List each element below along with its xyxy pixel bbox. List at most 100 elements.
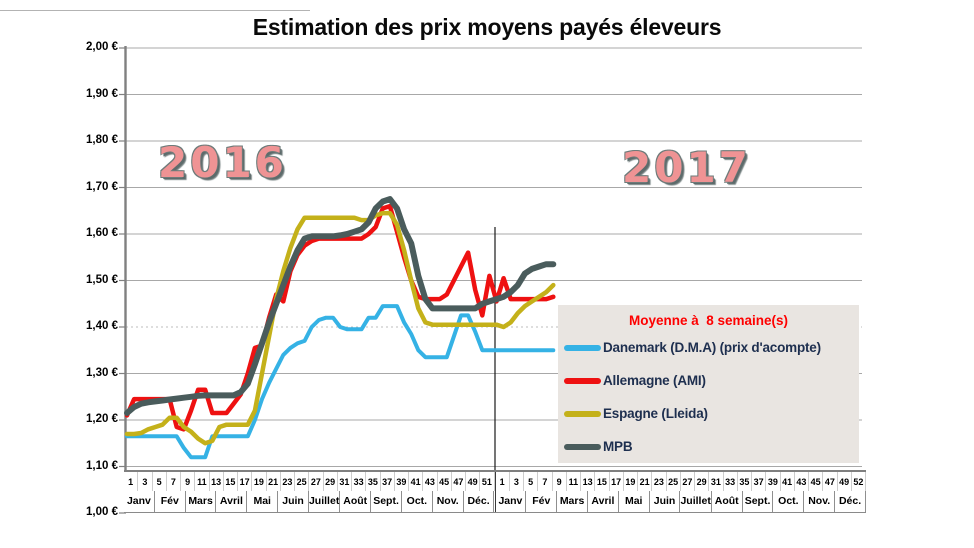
y-tick-label: 1,50 € <box>86 273 118 286</box>
week-tick-label: 51 <box>480 472 495 491</box>
week-tick-label: 43 <box>795 472 809 491</box>
week-tick-label: 13 <box>210 472 224 491</box>
week-tick-label: 15 <box>224 472 238 491</box>
legend-swatch-danemark-icon <box>564 344 601 351</box>
legend-title: Moyenne à 8 semaine(s) <box>628 313 789 328</box>
week-tick-label: 11 <box>567 472 581 491</box>
week-tick-label: 17 <box>610 472 624 491</box>
month-label: Mars <box>186 491 217 512</box>
legend-label-espagne: Espagne (Lleida) <box>603 406 708 421</box>
week-tick-label: 11 <box>195 472 210 491</box>
month-label: Fév <box>526 491 558 512</box>
week-tick-label: 15 <box>595 472 610 491</box>
week-tick-label: 49 <box>838 472 852 491</box>
year-label-2017: 2017 <box>622 143 751 192</box>
series-line-mpb <box>124 196 557 416</box>
y-tick-label: 1,30 € <box>86 366 118 379</box>
week-tick-label: 49 <box>466 472 481 491</box>
week-labels-2017: 1 3 5 7 9 11 13 15 17 19 21 23 25 27 29 31 33 35 37 39 41 43 4… <box>494 472 866 491</box>
week-tick-label: 9 <box>181 472 196 491</box>
week-tick-label: 35 <box>738 472 752 491</box>
month-label: Nov. <box>804 491 836 512</box>
legend: Moyenne à 8 semaine(s) Danemark (D.M.A) … <box>558 305 859 463</box>
week-labels-2016: 1 3 5 7 9 11 13 15 17 19 21 23 25 27 29 31 33 35 37 39 41 43 4… <box>124 472 495 491</box>
legend-label-allemagne: Allemagne (AMI) <box>603 373 706 388</box>
legend-item-allemagne: Allemagne (AMI) <box>558 364 859 397</box>
y-tick-label: 1,70 € <box>86 180 118 193</box>
month-label: Avril <box>588 491 619 512</box>
week-tick-label: 31 <box>338 472 352 491</box>
week-tick-label: 47 <box>452 472 466 491</box>
week-tick-label: 45 <box>438 472 452 491</box>
week-tick-label: 1 <box>496 472 510 491</box>
legend-items: Danemark (D.M.A) (prix d'acompte) Allemag… <box>558 331 859 463</box>
month-label: Nov. <box>433 491 464 512</box>
week-tick-label: 35 <box>366 472 381 491</box>
week-tick-label: 33 <box>352 472 367 491</box>
x-axis-band: 1 3 5 7 9 11 13 15 17 19 21 23 25 27 29 31 33 35 37 39 41 43 4… <box>124 470 866 513</box>
week-tick-label: 1 <box>124 472 139 491</box>
y-tick-label: 2,00 € <box>86 41 118 53</box>
month-label: Janv <box>124 491 155 512</box>
week-tick-label: 7 <box>538 472 553 491</box>
month-label: Sept. <box>743 491 774 512</box>
legend-label-danemark: Danemark (D.M.A) (prix d'acompte) <box>603 340 821 355</box>
month-label: Fév <box>155 491 186 512</box>
month-labels-row: Janv Fév Mars Avril Mai Juin Juillet Août Sept. O… <box>124 491 866 512</box>
week-tick-label: 43 <box>423 472 438 491</box>
month-label: Sept. <box>371 491 402 512</box>
y-tick-label: 1,60 € <box>86 227 118 239</box>
week-tick-label: 7 <box>167 472 181 491</box>
week-tick-label: 33 <box>724 472 738 491</box>
week-tick-label: 37 <box>752 472 767 491</box>
week-tick-label: 45 <box>809 472 824 491</box>
month-label: Mars <box>557 491 588 512</box>
week-tick-label: 19 <box>624 472 638 491</box>
week-tick-label: 23 <box>652 472 667 491</box>
week-tick-label: 3 <box>510 472 524 491</box>
month-label: Juillet <box>680 491 712 512</box>
series-line-allemagne <box>124 203 556 432</box>
legend-item-danemark: Danemark (D.M.A) (prix d'acompte) <box>558 331 859 364</box>
week-tick-label: 39 <box>766 472 781 491</box>
month-label: Juin <box>278 491 309 512</box>
week-tick-label: 5 <box>153 472 167 491</box>
week-tick-label: 29 <box>324 472 338 491</box>
week-tick-label: 5 <box>524 472 539 491</box>
series-line-danemark <box>125 304 556 460</box>
y-tick-label: 1,10 € <box>86 459 118 472</box>
week-tick-label: 29 <box>695 472 710 491</box>
week-tick-label: 27 <box>309 472 324 491</box>
week-tick-label: 19 <box>252 472 267 491</box>
week-tick-label: 41 <box>781 472 795 491</box>
legend-swatch-espagne-icon <box>564 410 601 417</box>
week-tick-label: 13 <box>581 472 596 491</box>
legend-label-mpb: MPB <box>603 439 633 454</box>
month-label: Juin <box>650 491 681 512</box>
week-tick-label: 3 <box>138 472 153 491</box>
week-tick-label: 52 <box>852 472 866 491</box>
week-tick-label: 25 <box>295 472 310 491</box>
series-line-espagne <box>124 210 556 446</box>
month-label: Août <box>340 491 372 512</box>
top-rule <box>0 10 310 11</box>
month-labels-2017: Janv Fév Mars Avril Mai Juin Juillet Août Sept. O… <box>494 491 867 512</box>
y-tick-label: 1,00 € <box>86 506 118 518</box>
month-label: Déc. <box>835 491 866 512</box>
week-tick-label: 41 <box>409 472 424 491</box>
month-label: Déc. <box>464 491 495 512</box>
week-tick-label: 21 <box>638 472 653 491</box>
week-tick-label: 23 <box>281 472 295 491</box>
y-tick-label: 1,20 € <box>86 413 118 425</box>
y-tick-label: 1,80 € <box>86 134 118 146</box>
y-tick-label: 1,90 € <box>86 87 118 100</box>
legend-item-mpb: MPB <box>558 430 859 463</box>
week-tick-label: 31 <box>709 472 724 491</box>
month-labels-2016: Janv Fév Mars Avril Mai Juin Juillet Août Sept. O… <box>124 491 495 512</box>
month-label: Mai <box>619 491 650 512</box>
week-tick-label: 17 <box>238 472 253 491</box>
month-label: Juillet <box>309 491 341 512</box>
week-labels-row: 1 3 5 7 9 11 13 15 17 19 21 23 25 27 29 31 33 35 37 39 41 43 4… <box>124 472 866 491</box>
week-tick-label: 39 <box>395 472 409 491</box>
